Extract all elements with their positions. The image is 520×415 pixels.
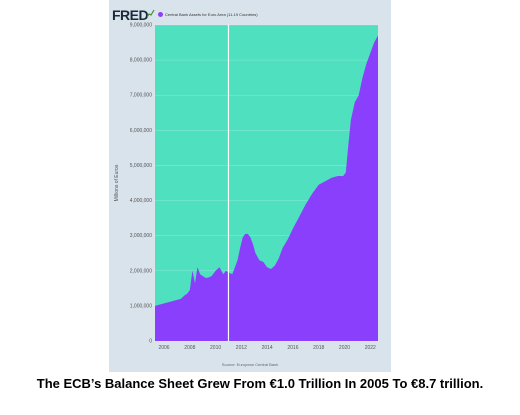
y-tick-label: 5,000,000 [130, 163, 152, 169]
y-tick-label: 6,000,000 [130, 128, 152, 134]
y-tick-label: 7,000,000 [130, 93, 152, 99]
series-area [155, 35, 378, 341]
y-axis-label: Millions of Euros [114, 164, 120, 201]
y-tick-label: 4,000,000 [130, 198, 152, 204]
y-tick-label: 1,000,000 [130, 303, 152, 309]
x-tick-labels: 2006 2008 2010 2012 2014 2016 2018 2020 2022 [158, 345, 376, 351]
x-tick-label: 2014 [262, 345, 273, 351]
x-tick-label: 2008 [184, 345, 195, 351]
y-tick-label: 2,000,000 [130, 268, 152, 274]
y-tick-label: 0 [149, 339, 152, 345]
chart-legend: Central Bank Assets for Euro Area (11-19… [158, 12, 258, 18]
legend-label: Central Bank Assets for Euro Area (11-19… [165, 12, 258, 17]
x-tick-label: 2020 [339, 345, 350, 351]
x-tick-label: 2010 [210, 345, 221, 351]
y-tick-labels: 0 1,000,000 2,000,000 3,000,000 4,000,000 5,0… [130, 23, 152, 345]
fred-chart-logo-icon [147, 9, 155, 18]
fred-logo: FRED [112, 7, 149, 23]
y-tick-label: 8,000,000 [130, 58, 152, 64]
y-tick-label: 9,000,000 [130, 23, 152, 29]
x-tick-label: 2016 [287, 345, 298, 351]
y-tick-label: 3,000,000 [130, 233, 152, 239]
x-tick-label: 2018 [313, 345, 324, 351]
x-tick-label: 2022 [365, 345, 376, 351]
x-tick-label: 2006 [158, 345, 169, 351]
image-caption: The ECB’s Balance Sheet Grew From €1.0 T… [36, 376, 484, 391]
x-tick-label: 2012 [236, 345, 247, 351]
chart-source-note: Source: European Central Bank [221, 362, 279, 367]
legend-swatch [158, 12, 163, 18]
